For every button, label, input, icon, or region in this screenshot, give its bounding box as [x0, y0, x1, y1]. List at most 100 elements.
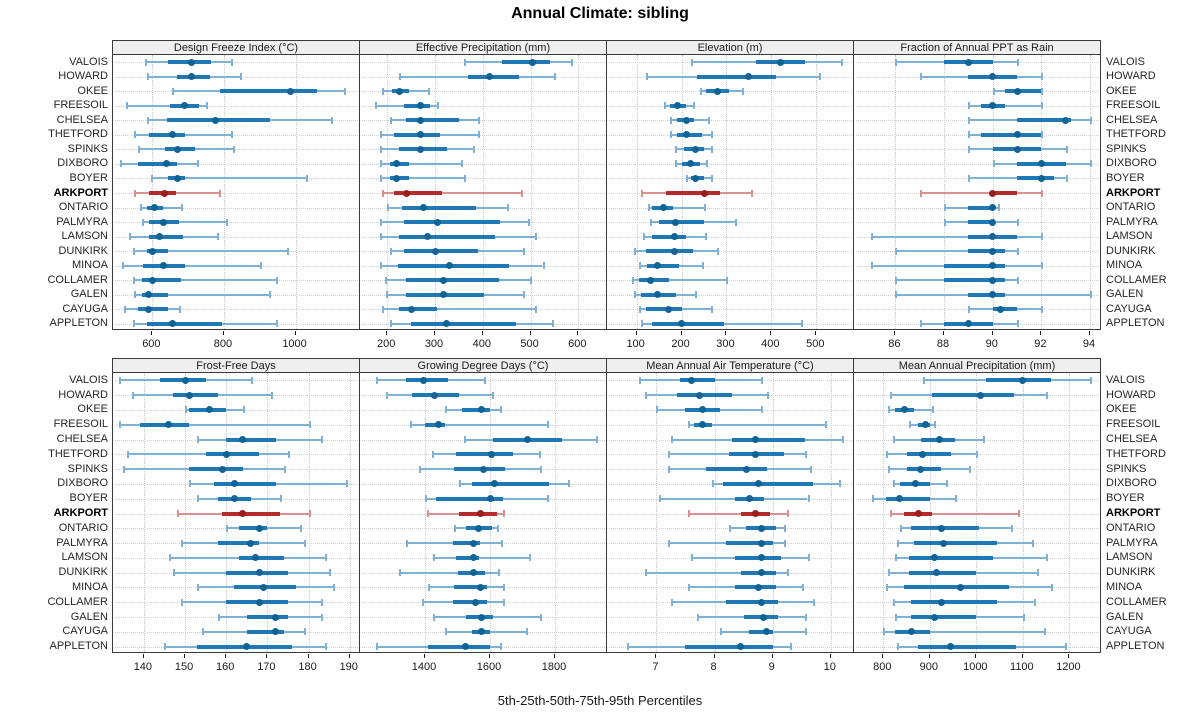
site-label-left-valois: VALOIS [69, 55, 108, 68]
whisker-line [688, 512, 788, 515]
whisker-cap-p5 [444, 628, 447, 636]
median-dot [417, 131, 425, 139]
median-dot [272, 613, 280, 621]
iqr-box [968, 292, 1005, 297]
x-tick [655, 654, 657, 658]
grid-hline [362, 91, 605, 93]
whisker-cap-p5 [899, 524, 902, 532]
whisker-cap-p5 [919, 189, 922, 197]
site-label-right-chelsea: CHELSEA [1106, 433, 1158, 446]
whisker-cap-p5 [968, 305, 971, 313]
grid-hline [856, 163, 1099, 165]
whisker-cap-p95 [529, 554, 531, 562]
iqr-box [213, 481, 276, 486]
site-label-right-palmyra: PALMYRA [1106, 536, 1158, 549]
site-label-left-palmyra: PALMYRA [56, 215, 108, 228]
whisker-cap-p95 [498, 569, 501, 577]
whisker-cap-p95 [218, 189, 221, 197]
x-tick-label: 180 [298, 661, 317, 673]
whisker-cap-p95 [710, 145, 713, 153]
grid-vline [223, 55, 225, 329]
median-dot [161, 189, 169, 197]
median-dot [529, 58, 537, 66]
whisker-cap-p95 [969, 465, 972, 473]
whisker-line [125, 104, 207, 107]
whisker-cap-p5 [897, 643, 900, 651]
iqr-box [403, 103, 431, 108]
median-dot [163, 160, 171, 168]
iqr-box [166, 118, 271, 123]
x-tick-label: 170 [257, 661, 276, 673]
iqr-box [462, 407, 490, 412]
grid-vline [425, 373, 426, 652]
whisker-cap-p5 [644, 391, 647, 399]
grid-hline [115, 134, 358, 136]
grid-hline [115, 309, 358, 311]
whisker-line [399, 571, 499, 574]
whisker-line [895, 250, 1018, 253]
whisker-cap-p5 [892, 436, 895, 444]
whisker-cap-p95 [325, 643, 327, 651]
iqr-box [238, 555, 284, 560]
median-dot [907, 628, 915, 636]
iqr-box [455, 555, 479, 560]
whisker-line [632, 279, 727, 282]
whisker-cap-p5 [885, 450, 888, 458]
site-label-left-boyer: BOYER [69, 492, 108, 505]
whisker-cap-p95 [804, 613, 807, 621]
median-dot [433, 218, 441, 226]
iqr-box [968, 220, 993, 225]
whisker-cap-p5 [444, 406, 447, 414]
grid-hline [362, 163, 605, 165]
iqr-box [222, 511, 280, 516]
median-dot [921, 421, 929, 429]
whisker-cap-p95 [463, 174, 466, 182]
site-label-right-collamer: COLLAMER [1106, 595, 1167, 608]
iqr-box [436, 496, 503, 501]
whisker-cap-p95 [554, 73, 557, 81]
whisker-cap-p95 [1017, 320, 1020, 328]
whisker-cap-p5 [922, 376, 925, 384]
whisker-cap-p95 [491, 391, 494, 399]
x-tick [725, 331, 727, 335]
iqr-box [406, 278, 499, 283]
x-tick-label: 150 [174, 661, 194, 673]
chart-title: Annual Climate: sibling [511, 5, 689, 22]
site-label-left-arkport: ARKPORT [53, 186, 108, 199]
whisker-cap-p95 [345, 480, 348, 488]
whisker-cap-p95 [343, 87, 346, 95]
grid-hline [609, 120, 852, 122]
whisker-cap-p95 [804, 628, 807, 636]
whisker-cap-p5 [180, 539, 183, 547]
whisker-cap-p95 [784, 524, 787, 532]
whisker-cap-p5 [176, 510, 179, 517]
whisker-cap-p95 [595, 436, 598, 444]
median-dot [424, 233, 432, 241]
median-dot [757, 569, 765, 577]
iqr-box [246, 615, 288, 620]
site-label-left-collamer: COLLAMER [47, 273, 108, 286]
median-dot [776, 58, 784, 66]
iqr-box [238, 526, 268, 531]
iqr-box [455, 452, 513, 457]
x-tick [635, 331, 637, 335]
iqr-box [726, 541, 773, 546]
site-label-right-dunkirk: DUNKIRK [1106, 244, 1156, 257]
whisker-cap-p95 [329, 569, 332, 577]
whisker-line [150, 177, 307, 180]
median-dot [671, 233, 679, 241]
median-dot [699, 421, 707, 429]
whisker-cap-p95 [181, 204, 183, 212]
whisker-cap-p5 [138, 145, 141, 153]
iqr-box [189, 467, 243, 472]
whisker-cap-p5 [131, 391, 134, 399]
median-dot [989, 189, 997, 197]
whisker-cap-p95 [535, 233, 538, 241]
median-dot [935, 436, 943, 444]
site-label-left-galen: GALEN [70, 610, 108, 623]
median-dot [745, 73, 753, 81]
x-tick-label: 1000 [282, 338, 307, 350]
whisker-cap-p5 [185, 406, 188, 414]
whisker-cap-p5 [380, 174, 383, 182]
panel-fraction-of-annual-ppt-as-rain [853, 54, 1101, 330]
